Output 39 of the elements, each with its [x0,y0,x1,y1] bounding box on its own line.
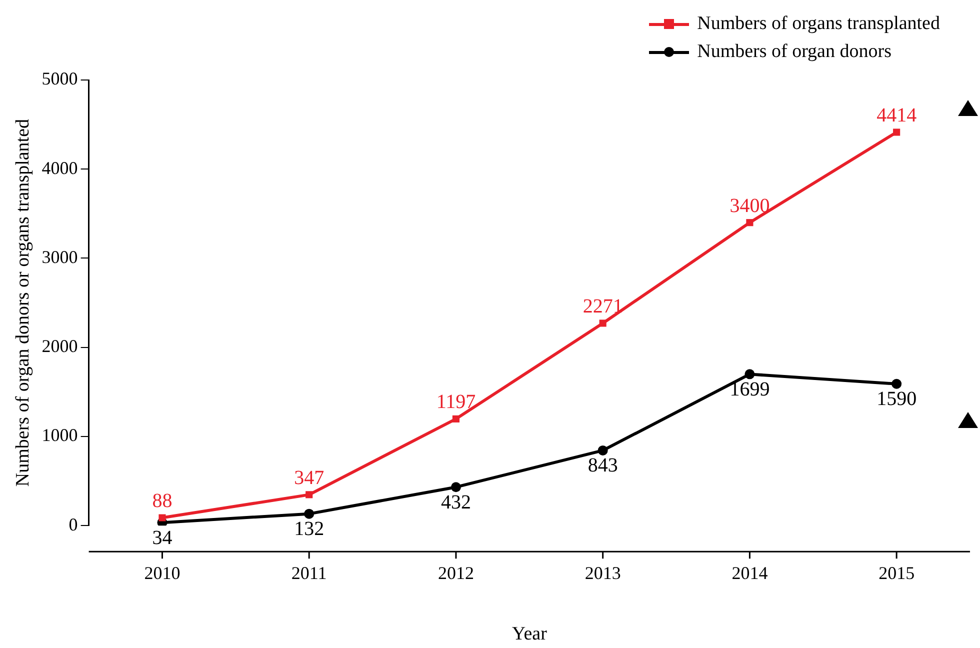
point [744,369,755,380]
y-tick-label: 5000 [42,68,78,89]
x-tick-label: 2013 [584,563,621,584]
point [304,508,314,519]
data-label: 1699 [730,378,770,400]
legend-label: Numbers of organ donors [697,41,892,63]
y-tick-label: 1000 [42,425,78,446]
point [746,219,754,226]
data-label: 347 [294,466,324,489]
point [158,514,166,522]
point [893,128,900,136]
point [452,415,460,422]
data-label: 132 [294,518,324,540]
data-label: 3400 [730,194,770,217]
legend-label: Numbers of organs transplanted [697,13,940,35]
x-tick-label: 2012 [438,563,474,584]
x-axis-title: Year [512,624,548,645]
x-tick-label: 2011 [291,563,327,584]
point [599,320,606,327]
data-label: 432 [440,491,471,514]
data-label: 1197 [436,391,476,414]
data-label: 88 [152,490,172,512]
y-tick-label: 4000 [42,158,78,178]
y-tick-label: 3000 [42,246,78,267]
point [598,445,608,456]
x-tick-label: 2015 [878,563,915,584]
point [306,491,313,498]
data-label: 34 [152,526,172,549]
data-label: 2271 [582,295,623,318]
point [892,378,902,389]
point [450,482,461,492]
data-label: 1590 [876,388,917,410]
x-tick-label: 2010 [144,563,180,584]
y-tick-label: 0 [68,514,78,534]
y-axis-title: Numbers of organ donors or organs transplanted [12,118,34,487]
data-label: 4414 [876,104,917,126]
y-tick-label: 2000 [42,336,78,356]
data-label: 843 [588,454,618,477]
x-tick-label: 2014 [732,563,768,584]
